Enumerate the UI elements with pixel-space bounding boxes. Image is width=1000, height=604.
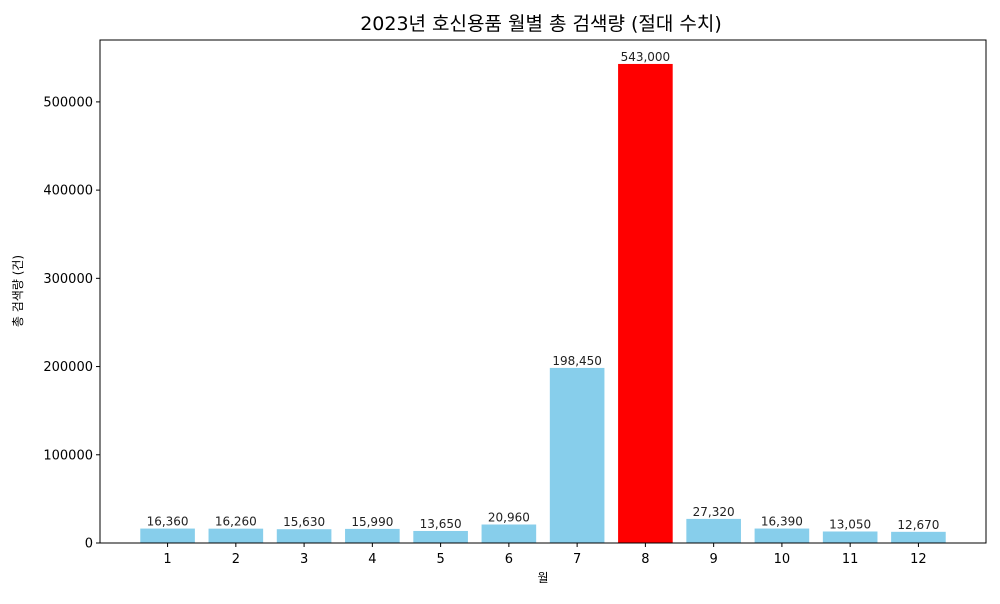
x-tick-label: 7 [573,552,581,567]
bar-month-3 [276,529,332,543]
bar-month-12 [891,531,946,543]
data-label-month-5: 13,650 [420,517,462,531]
bar-month-9 [686,518,741,543]
x-tick-label: 12 [910,552,927,567]
chart-title: 2023년 호신용품 월별 총 검색량 (절대 수치) [360,13,722,35]
data-label-month-12: 12,670 [897,518,939,532]
x-tick-label: 2 [232,552,240,567]
x-axis-ticks: 1 2 3 4 5 6 7 8 9 10 11 12 [163,543,927,567]
bar-month-10 [754,528,810,543]
x-tick-label: 9 [710,552,718,567]
x-tick-label: 1 [163,552,171,567]
bar-month-8 [618,63,673,543]
data-label-month-2: 16,260 [215,515,257,529]
x-tick-label: 6 [505,552,513,567]
x-tick-label: 10 [774,552,791,567]
y-tick-label: 100000 [43,448,93,463]
data-label-month-4: 15,990 [351,515,393,529]
y-tick-label: 400000 [43,184,93,199]
y-tick-label: 300000 [43,272,93,287]
data-label-month-6: 20,960 [488,511,530,525]
data-label-month-10: 16,390 [761,515,803,529]
data-label-month-3: 15,630 [283,515,325,529]
bar-month-2 [208,528,264,543]
y-tick-label: 200000 [43,360,93,375]
x-axis-label: 월 [537,571,548,585]
data-label-month-9: 27,320 [693,505,735,519]
data-label-month-11: 13,050 [829,517,871,531]
y-axis-ticks: 0 100000 200000 300000 400000 500000 [43,95,100,552]
bar-month-6 [481,524,537,543]
x-tick-label: 8 [641,552,649,567]
x-tick-label: 5 [436,552,444,567]
y-tick-label: 500000 [43,95,93,110]
x-tick-label: 4 [368,552,376,567]
data-label-month-7: 198,450 [552,354,602,368]
x-tick-label: 3 [300,552,308,567]
data-label-month-1: 16,360 [147,515,189,529]
bar-month-1 [140,528,195,543]
bar-month-7 [549,367,605,543]
y-axis-label: 총 검색량 (건) [11,255,25,327]
data-label-month-8: 543,000 [621,50,671,64]
bar-month-11 [822,531,878,543]
bar-month-4 [345,528,400,543]
x-tick-label: 11 [842,552,859,567]
bars-layer: 16,360 16,260 15,630 15,990 13,650 20,960 198,… [140,50,946,543]
bar-month-5 [413,530,468,543]
y-tick-label: 0 [85,537,93,552]
plot-frame [99,39,987,544]
